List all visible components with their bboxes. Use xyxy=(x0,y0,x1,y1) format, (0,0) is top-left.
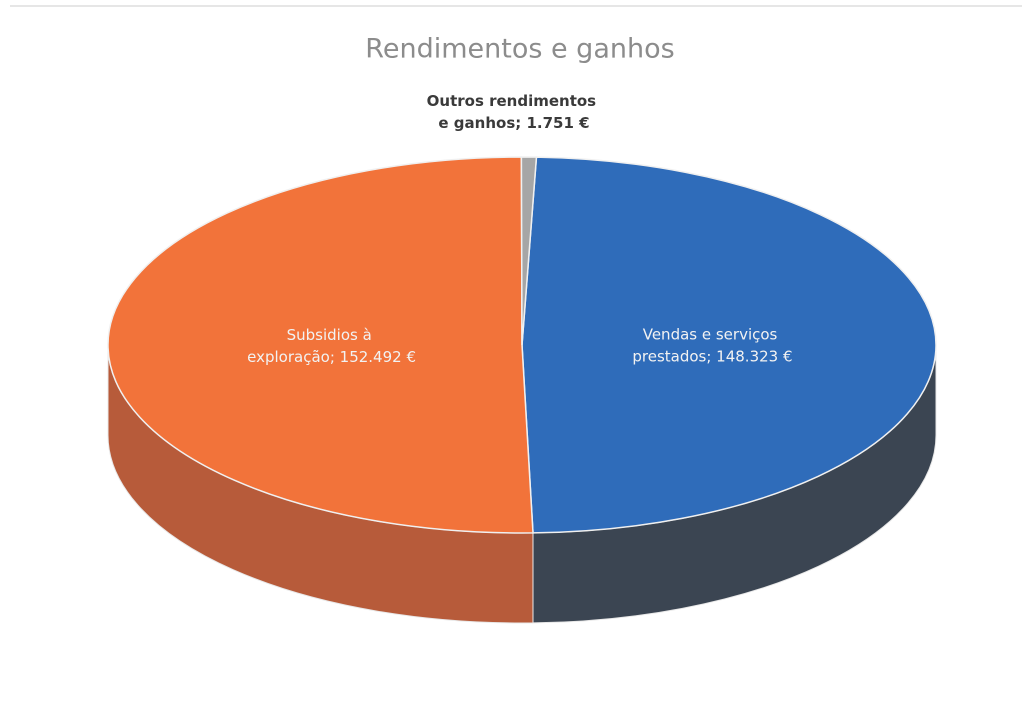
data-labels: Vendas e serviços prestados; 148.323 € Su… xyxy=(247,92,792,366)
data-label: Outros rendimentos e ganhos; 1.751 € xyxy=(427,92,602,132)
label-line: Subsidios à xyxy=(287,326,377,344)
chart-title: Rendimentos e ganhos xyxy=(365,34,674,65)
data-label: Vendas e serviços prestados; 148.323 € xyxy=(632,325,792,365)
pie-slice xyxy=(107,156,534,534)
data-label: Subsidios à exploração; 152.492 € xyxy=(247,326,416,366)
pie-slice xyxy=(520,156,538,346)
label-line: Vendas e serviços xyxy=(643,325,782,343)
label-line: Outros rendimentos xyxy=(427,92,602,110)
pie-slice xyxy=(521,156,937,534)
label-line: exploração; 152.492 € xyxy=(247,348,416,366)
label-line: e ganhos; 1.751 € xyxy=(438,114,589,132)
pie-tops xyxy=(107,156,937,534)
label-line: prestados; 148.323 € xyxy=(632,347,792,365)
